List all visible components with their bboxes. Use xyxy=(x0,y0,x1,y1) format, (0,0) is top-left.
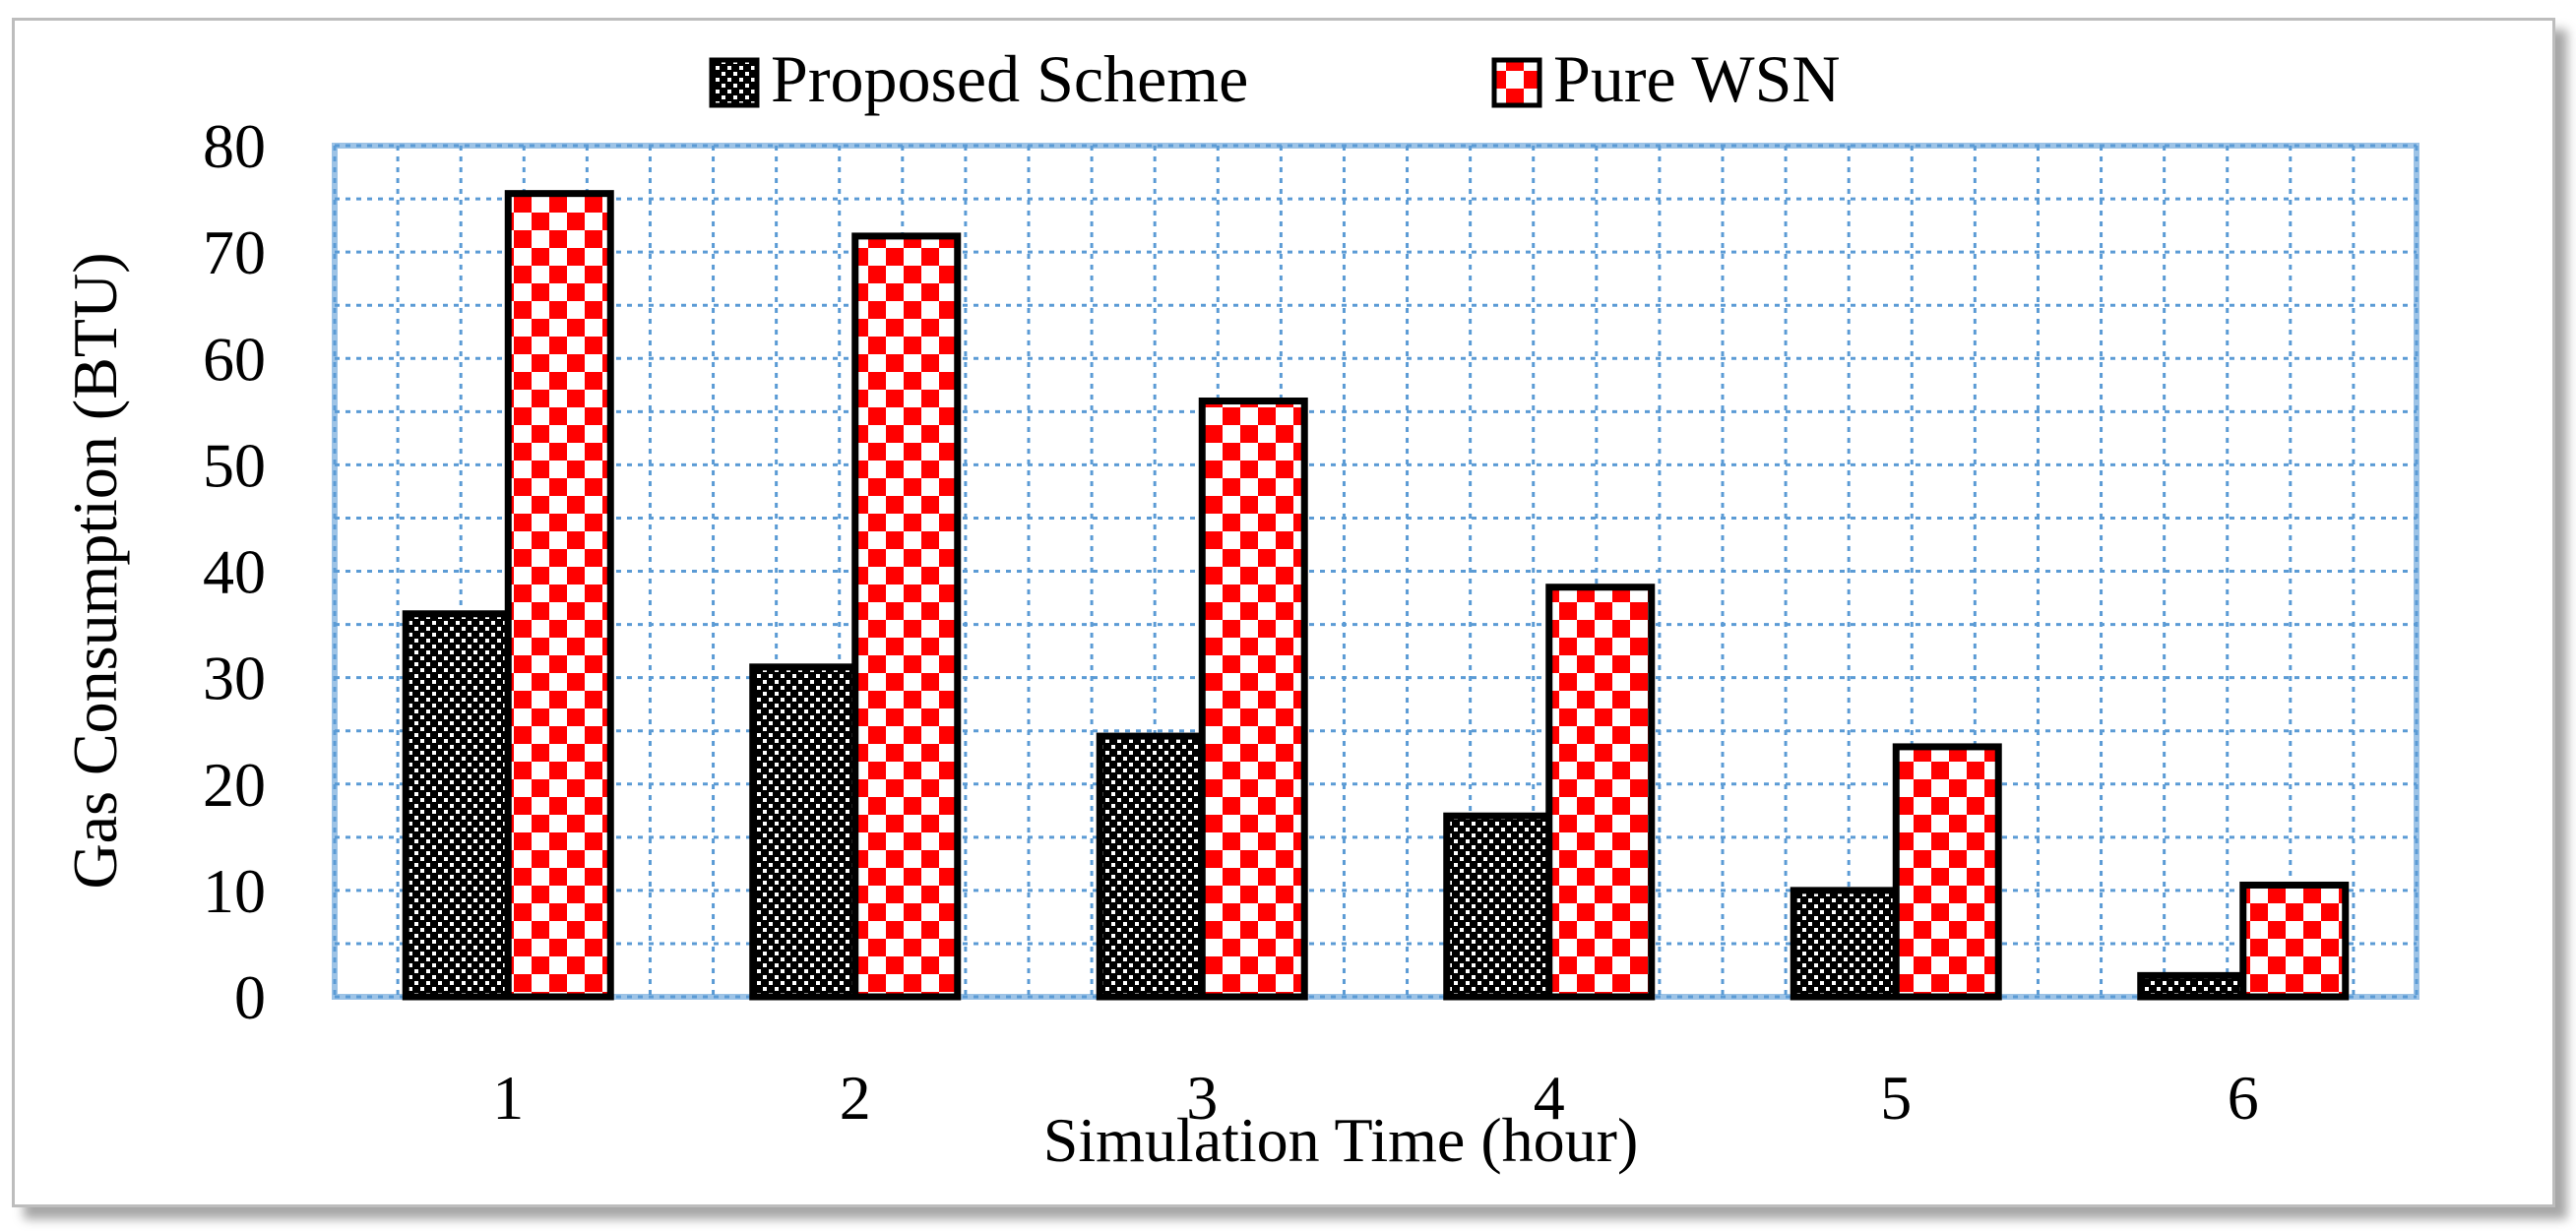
bars xyxy=(402,190,2350,1001)
y-axis-ticks: 0 10 20 30 40 50 60 70 80 xyxy=(203,111,266,1032)
bar-pure-wsn-6 xyxy=(2239,881,2350,1001)
y-axis-label: Gas Consumption (BTU) xyxy=(60,252,130,889)
bar-pure-wsn-3 xyxy=(1198,398,1308,1001)
y-tick-label: 40 xyxy=(203,537,266,607)
x-tick-label: 4 xyxy=(1534,1063,1565,1133)
legend-label-pure-wsn: Pure WSN xyxy=(1553,41,1841,116)
legend-label-proposed-scheme: Proposed Scheme xyxy=(771,41,1248,116)
legend-swatch-proposed-scheme xyxy=(709,57,760,108)
y-tick-label: 10 xyxy=(203,856,266,926)
bar-pure-wsn-2 xyxy=(851,232,962,1001)
x-tick-label: 5 xyxy=(1880,1063,1912,1133)
y-tick-label: 50 xyxy=(203,430,266,500)
x-tick-label: 1 xyxy=(492,1063,524,1133)
bar-proposed-scheme-4 xyxy=(1443,812,1553,1001)
x-tick-label: 6 xyxy=(2228,1063,2259,1133)
x-tick-label: 2 xyxy=(840,1063,871,1133)
y-tick-label: 70 xyxy=(203,217,266,287)
y-tick-label: 0 xyxy=(234,962,266,1032)
bar-proposed-scheme-5 xyxy=(1790,887,1900,1001)
y-tick-label: 60 xyxy=(203,324,266,394)
y-tick-label: 30 xyxy=(203,644,266,713)
legend: Proposed Scheme Pure WSN xyxy=(709,41,1841,116)
gridlines xyxy=(333,144,2419,999)
bar-proposed-scheme-6 xyxy=(2137,971,2247,1001)
bar-proposed-scheme-1 xyxy=(402,610,512,1001)
bar-pure-wsn-5 xyxy=(1892,743,2002,1001)
legend-swatch-pure-wsn xyxy=(1491,57,1542,108)
x-tick-label: 3 xyxy=(1186,1063,1218,1133)
bar-pure-wsn-4 xyxy=(1545,584,1656,1001)
y-tick-label: 20 xyxy=(203,750,266,820)
x-axis-ticks: 1 2 3 4 5 6 xyxy=(492,1063,2259,1133)
bar-pure-wsn-1 xyxy=(504,190,614,1001)
bar-proposed-scheme-2 xyxy=(749,663,859,1001)
x-axis-label: Simulation Time (hour) xyxy=(1043,1105,1639,1175)
y-tick-label: 80 xyxy=(203,111,266,181)
bar-proposed-scheme-3 xyxy=(1096,732,1206,1001)
